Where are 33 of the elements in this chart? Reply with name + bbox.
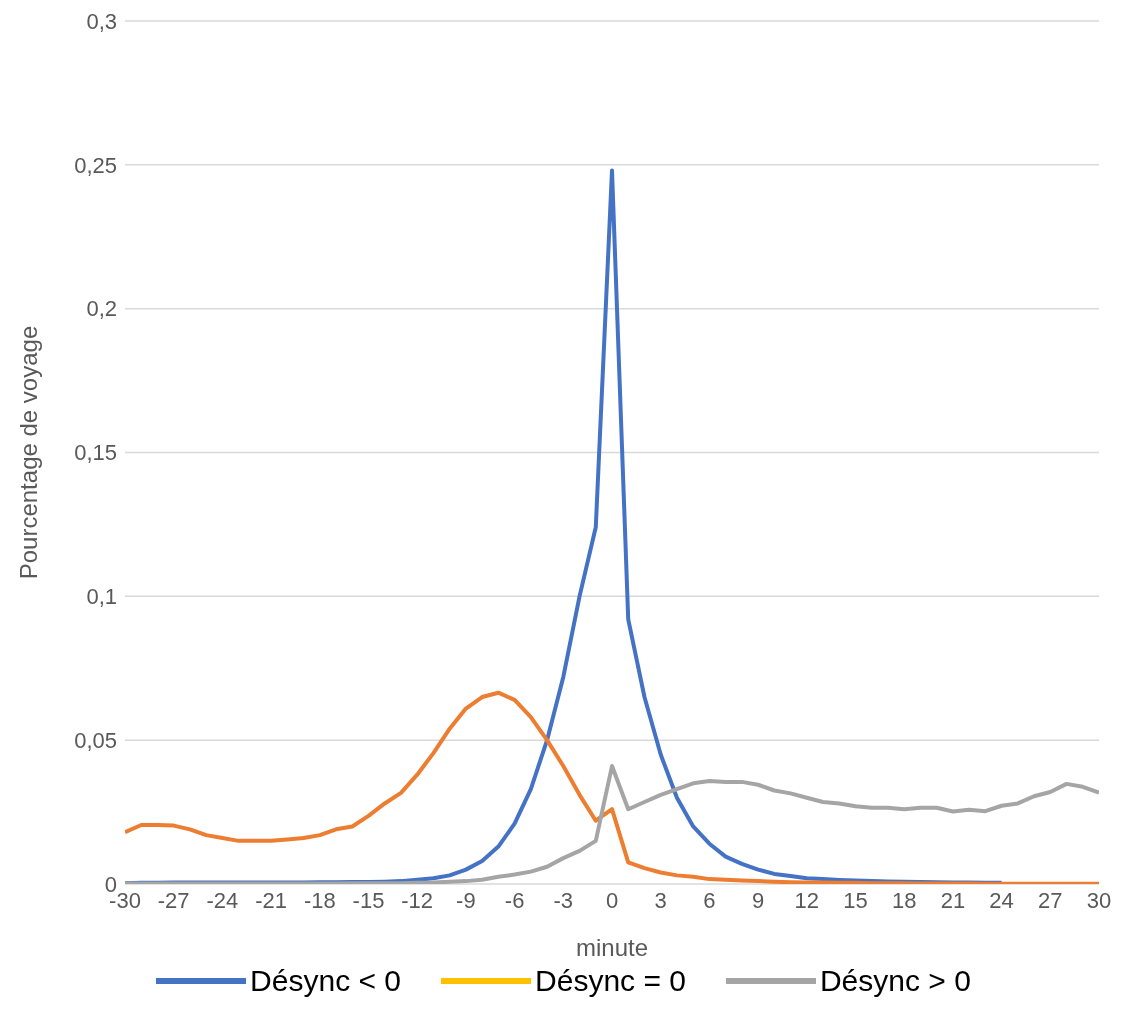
legend-label: Désync < 0 xyxy=(250,964,402,998)
y-tick-label: 0,15 xyxy=(74,440,117,466)
legend-label: Désync = 0 xyxy=(535,964,686,998)
x-tick-label: 24 xyxy=(989,887,1014,913)
y-axis-title: Pourcentage de voyage xyxy=(14,325,42,580)
x-axis-title: minute xyxy=(575,934,649,961)
x-tick-label: -3 xyxy=(553,887,574,913)
x-tick-label: 21 xyxy=(940,887,966,913)
x-tick-label: -27 xyxy=(157,887,190,913)
x-tick-label: 3 xyxy=(654,887,667,913)
x-tick-label: 6 xyxy=(703,887,716,913)
y-tick-label: 0,25 xyxy=(74,152,117,178)
x-tick-label: 12 xyxy=(794,887,820,913)
y-tick-label: 0,1 xyxy=(86,584,117,610)
x-tick-label: 18 xyxy=(891,887,917,913)
y-tick-label: 0,05 xyxy=(74,727,117,753)
x-tick-label: -9 xyxy=(456,887,476,913)
x-tick-label: -12 xyxy=(401,887,434,913)
y-tick-label: 0,3 xyxy=(86,8,117,34)
x-tick-label: 0 xyxy=(605,887,619,913)
x-tick-label: -24 xyxy=(206,887,239,913)
x-tick-label: -15 xyxy=(352,887,385,913)
x-tick-label: -21 xyxy=(255,887,287,913)
x-tick-label: 30 xyxy=(1086,887,1112,913)
line-series xyxy=(125,764,1099,884)
x-tick-label: 27 xyxy=(1038,887,1063,913)
x-tick-label: 15 xyxy=(843,887,868,913)
x-tick-label: -6 xyxy=(504,887,525,913)
y-tick-label: 0,2 xyxy=(86,296,117,322)
legend-label: Désync > 0 xyxy=(819,964,971,998)
line-series xyxy=(125,690,1099,884)
x-tick-label: 9 xyxy=(751,887,765,913)
x-tick-label: -18 xyxy=(303,887,336,913)
